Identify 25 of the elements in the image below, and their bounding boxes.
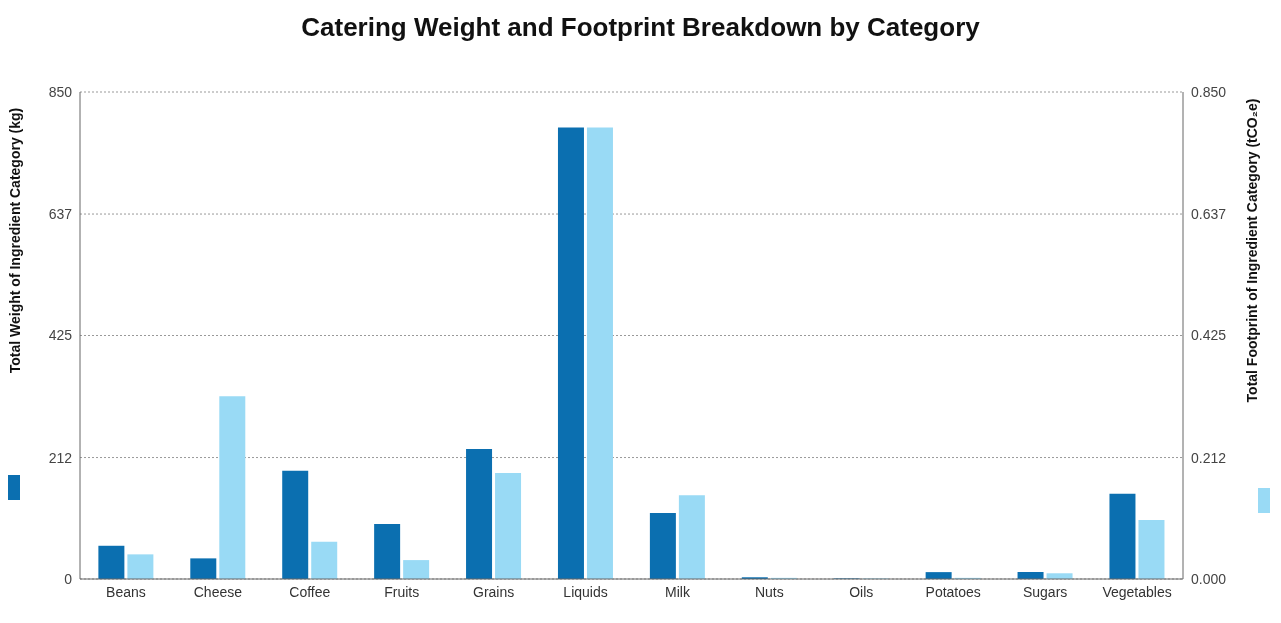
y2-tick-label: 0.000: [1191, 570, 1227, 587]
x-tick-label: Coffee: [289, 583, 331, 600]
y-tick-label: 0: [64, 570, 73, 587]
x-tick-label: Liquids: [563, 583, 608, 600]
x-tick-label: Sugars: [1022, 583, 1068, 600]
chart-title: Catering Weight and Footprint Breakdown by Category: [300, 12, 981, 43]
y-tick-label: 637: [48, 206, 73, 223]
y-tick-label: 212: [48, 449, 73, 466]
x-tick-label: Vegetables: [1102, 583, 1172, 600]
y-tick-label: 850: [48, 83, 73, 100]
x-tick-label: Beans: [106, 583, 146, 600]
y2-tick-label: 0.850: [1191, 83, 1227, 100]
y2-tick-label: 0.637: [1191, 206, 1227, 223]
x-tick-label: Grains: [473, 583, 515, 600]
x-tick-label: Nuts: [754, 583, 784, 600]
y-axis-title: Total Weight of Ingredient Category (kg): [7, 107, 24, 374]
x-tick-label: Potatoes: [925, 583, 981, 600]
x-tick-label: Oils: [849, 583, 874, 600]
x-tick-label: Milk: [665, 583, 691, 600]
y-tick-label: 425: [48, 327, 73, 344]
x-tick-label: Cheese: [193, 583, 243, 600]
y2-axis-title: Total Footprint of Ingredient Category (tCO₂e): [1244, 98, 1260, 403]
y2-tick-label: 0.425: [1191, 327, 1227, 344]
x-tick-label: Fruits: [384, 583, 420, 600]
y2-tick-label: 0.212: [1191, 449, 1227, 466]
